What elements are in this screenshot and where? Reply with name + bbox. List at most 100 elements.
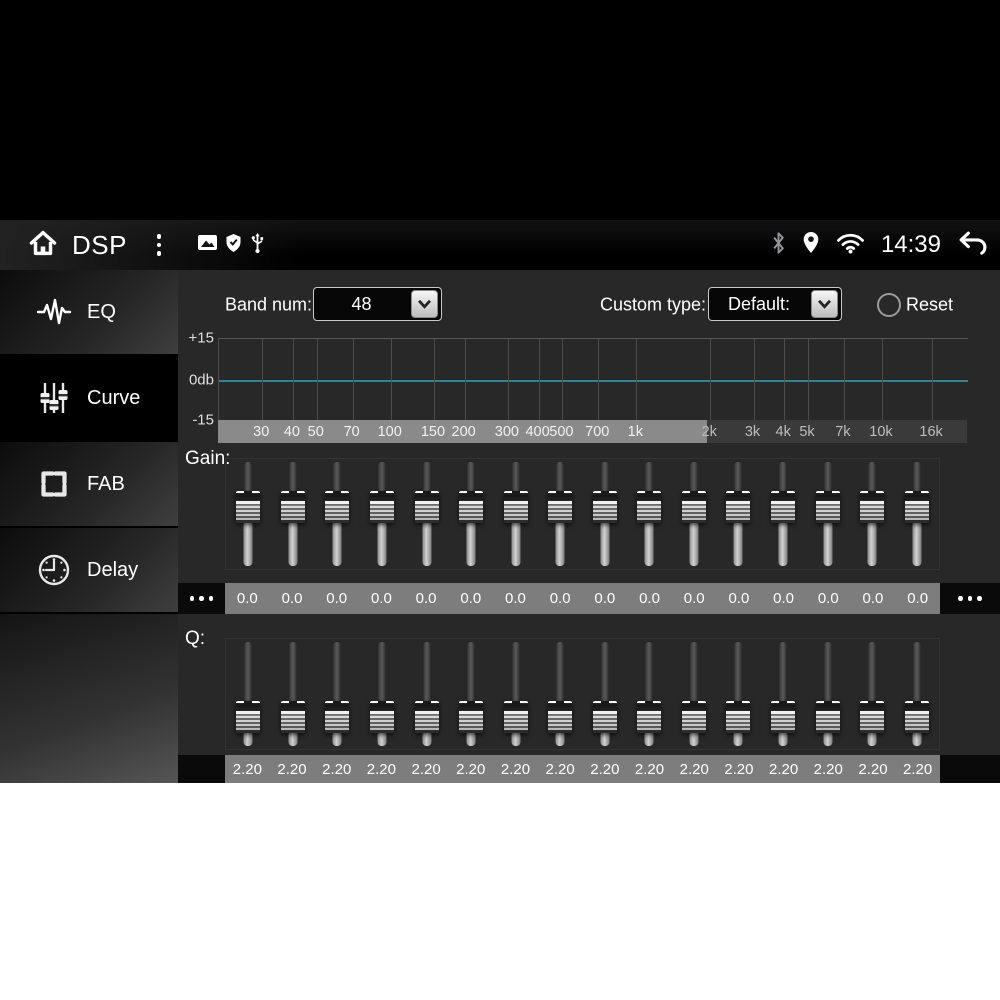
sidebar-item-eq[interactable]: EQ xyxy=(0,270,178,356)
bezel-top xyxy=(0,0,1000,220)
gain-slider-thumb[interactable] xyxy=(325,491,350,523)
gain-slider[interactable] xyxy=(360,459,405,569)
q-slider-thumb[interactable] xyxy=(637,701,662,733)
q-slider[interactable] xyxy=(360,639,405,749)
gain-slider[interactable] xyxy=(538,459,583,569)
gain-slider-thumb[interactable] xyxy=(637,491,662,523)
gain-slider-thumb[interactable] xyxy=(369,491,394,523)
home-icon[interactable] xyxy=(28,229,58,262)
gain-slider-thumb[interactable] xyxy=(815,491,840,523)
q-slider-thumb[interactable] xyxy=(592,701,617,733)
gain-slider-thumb[interactable] xyxy=(592,491,617,523)
q-slider-thumb[interactable] xyxy=(459,701,484,733)
q-slider-thumb[interactable] xyxy=(503,701,528,733)
q-slider[interactable] xyxy=(716,639,761,749)
gain-value-strip: 0.0 0.0 0.0 0.0 0.0 0.0 0.0 0.0 0.0 0.0 0.0 0.0 0.0 0… xyxy=(178,583,1000,614)
chevron-down-icon[interactable] xyxy=(811,290,838,318)
q-slider[interactable] xyxy=(538,639,583,749)
chevron-down-icon[interactable] xyxy=(411,290,438,318)
sidebar-item-fab[interactable]: FAB xyxy=(0,442,178,528)
gain-slider[interactable] xyxy=(672,459,717,569)
q-slider-thumb[interactable] xyxy=(548,701,573,733)
gain-slider[interactable] xyxy=(226,459,271,569)
page-title: DSP xyxy=(72,229,127,260)
q-slider[interactable] xyxy=(315,639,360,749)
gain-slider[interactable] xyxy=(627,459,672,569)
sidebar-item-curve[interactable]: Curve xyxy=(0,356,178,442)
q-slider-thumb[interactable] xyxy=(771,701,796,733)
q-slider[interactable] xyxy=(627,639,672,749)
gain-slider[interactable] xyxy=(493,459,538,569)
gain-slider-thumb[interactable] xyxy=(681,491,706,523)
gain-slider-thumb[interactable] xyxy=(236,491,261,523)
slider-track-lower xyxy=(733,521,743,566)
gain-value: 0.0 xyxy=(817,590,839,607)
q-slider[interactable] xyxy=(894,639,939,749)
gain-slider-thumb[interactable] xyxy=(904,491,929,523)
q-slider[interactable] xyxy=(493,639,538,749)
q-slider-thumb[interactable] xyxy=(369,701,394,733)
gain-slider-thumb[interactable] xyxy=(459,491,484,523)
gain-slider[interactable] xyxy=(850,459,895,569)
reset-radio[interactable] xyxy=(877,293,901,317)
sidebar-item-delay[interactable]: Delay xyxy=(0,528,178,614)
q-slider[interactable] xyxy=(449,639,494,749)
status-bar: DSP xyxy=(0,220,1000,270)
q-slider-thumb[interactable] xyxy=(904,701,929,733)
gridline xyxy=(808,339,810,421)
eq-curve-plot xyxy=(218,338,968,421)
q-slider[interactable] xyxy=(850,639,895,749)
overflow-menu-icon[interactable] xyxy=(153,230,166,260)
gain-slider-thumb[interactable] xyxy=(414,491,439,523)
gain-slider[interactable] xyxy=(805,459,850,569)
slider-track-upper xyxy=(824,462,832,493)
slider-track-upper xyxy=(333,642,341,703)
q-slider-thumb[interactable] xyxy=(815,701,840,733)
q-slider[interactable] xyxy=(672,639,717,749)
gridline xyxy=(598,339,600,421)
custom-type-select[interactable]: Default: xyxy=(708,287,842,321)
q-slider-thumb[interactable] xyxy=(860,701,885,733)
gain-value: 0.0 xyxy=(862,590,884,607)
q-slider-thumb[interactable] xyxy=(280,701,305,733)
gain-scroll-left-dots[interactable] xyxy=(178,583,225,614)
gain-slider[interactable] xyxy=(404,459,449,569)
band-num-select[interactable]: 48 xyxy=(313,287,442,321)
q-slider[interactable] xyxy=(805,639,850,749)
gain-slider[interactable] xyxy=(761,459,806,569)
gain-slider-thumb[interactable] xyxy=(280,491,305,523)
q-slider[interactable] xyxy=(583,639,628,749)
gain-slider[interactable] xyxy=(894,459,939,569)
gain-slider[interactable] xyxy=(583,459,628,569)
gain-value: 0.0 xyxy=(236,590,258,607)
gain-scroll-right-dots[interactable] xyxy=(940,583,1000,614)
q-cell xyxy=(449,639,494,749)
gain-cell xyxy=(404,459,449,569)
sidebar-item-label: Delay xyxy=(87,558,139,581)
gain-cell xyxy=(672,459,717,569)
q-slider-thumb[interactable] xyxy=(681,701,706,733)
freq-tick-label: 400 xyxy=(525,423,550,440)
slider-track-lower xyxy=(912,521,922,566)
gain-slider-thumb[interactable] xyxy=(548,491,573,523)
q-slider-thumb[interactable] xyxy=(325,701,350,733)
q-slider-thumb[interactable] xyxy=(236,701,261,733)
gain-slider-thumb[interactable] xyxy=(771,491,796,523)
q-slider-thumb[interactable] xyxy=(726,701,751,733)
slider-track-upper xyxy=(601,462,609,493)
q-slider[interactable] xyxy=(404,639,449,749)
q-slider-thumb[interactable] xyxy=(414,701,439,733)
q-slider[interactable] xyxy=(761,639,806,749)
gain-slider[interactable] xyxy=(716,459,761,569)
q-slider[interactable] xyxy=(226,639,271,749)
gain-slider-thumb[interactable] xyxy=(860,491,885,523)
slider-track-lower xyxy=(644,731,654,746)
gain-slider[interactable] xyxy=(315,459,360,569)
gain-slider[interactable] xyxy=(449,459,494,569)
q-slider[interactable] xyxy=(271,639,316,749)
gain-slider-thumb[interactable] xyxy=(726,491,751,523)
freq-tick-label: 10k xyxy=(869,423,893,440)
gain-slider-thumb[interactable] xyxy=(503,491,528,523)
back-icon[interactable] xyxy=(957,231,988,260)
gain-slider[interactable] xyxy=(271,459,316,569)
